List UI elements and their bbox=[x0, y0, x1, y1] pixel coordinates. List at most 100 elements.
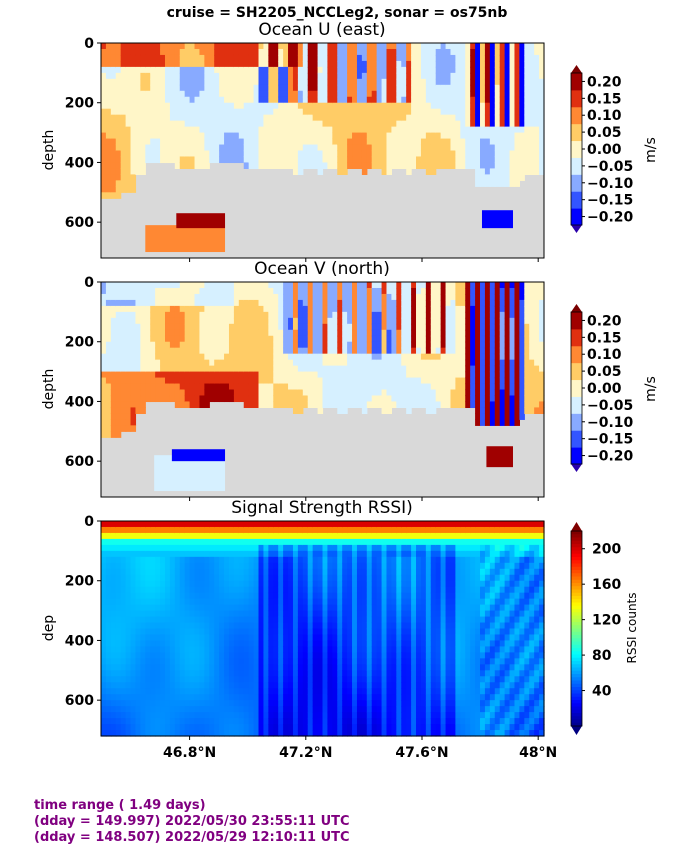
heatmap-cell bbox=[110, 305, 117, 313]
heatmap-cell bbox=[430, 162, 437, 170]
heatmap-cell bbox=[224, 718, 230, 725]
heatmap-cell bbox=[425, 102, 432, 110]
heatmap-cell bbox=[130, 640, 137, 648]
heatmap-cell bbox=[160, 96, 166, 104]
heatmap-cell bbox=[115, 724, 122, 731]
heatmap-cell bbox=[105, 395, 112, 403]
heatmap-cell bbox=[273, 60, 279, 68]
heatmap-cell bbox=[145, 526, 151, 534]
heatmap-cell bbox=[155, 694, 161, 701]
heatmap-cell bbox=[209, 622, 215, 630]
heatmap-cell bbox=[529, 162, 535, 170]
heatmap-cell bbox=[450, 162, 456, 170]
heatmap-cell bbox=[115, 347, 122, 355]
heatmap-cell bbox=[214, 724, 220, 731]
heatmap-cell bbox=[145, 730, 151, 737]
heatmap-cell bbox=[391, 84, 397, 92]
heatmap-cell bbox=[465, 329, 471, 337]
heatmap-cell bbox=[504, 48, 511, 56]
heatmap-cell bbox=[317, 353, 324, 361]
heatmap-cell bbox=[224, 389, 230, 397]
heatmap-cell bbox=[140, 114, 146, 122]
heatmap-cell bbox=[455, 323, 461, 331]
heatmap-cell bbox=[150, 712, 156, 719]
heatmap-cell bbox=[140, 162, 146, 170]
heatmap-cell bbox=[199, 592, 205, 600]
heatmap-cell bbox=[302, 383, 309, 391]
heatmap-cell bbox=[420, 341, 427, 349]
heatmap-cell bbox=[519, 96, 525, 104]
heatmap-cell bbox=[411, 84, 417, 92]
heatmap-cell bbox=[278, 126, 284, 134]
heatmap-cell bbox=[199, 156, 205, 164]
heatmap-cell bbox=[140, 60, 146, 68]
heatmap-cell bbox=[101, 102, 107, 110]
heatmap-cell bbox=[396, 359, 402, 367]
heatmap-cell bbox=[416, 114, 422, 122]
heatmap-cell bbox=[307, 359, 314, 367]
heatmap-cell bbox=[228, 640, 235, 648]
heatmap-cell bbox=[381, 60, 388, 68]
heatmap-cell bbox=[509, 54, 516, 62]
heatmap-cell bbox=[199, 371, 205, 379]
heatmap-cell bbox=[115, 562, 122, 570]
heatmap-cell bbox=[420, 66, 427, 74]
heatmap-cell bbox=[125, 329, 132, 337]
heatmap-cell bbox=[160, 359, 166, 367]
heatmap-cell bbox=[297, 365, 304, 373]
heatmap-cell bbox=[228, 329, 235, 337]
heatmap-cell bbox=[420, 90, 427, 98]
heatmap-cell bbox=[209, 724, 215, 731]
heatmap-cell bbox=[258, 365, 265, 373]
heatmap-cell bbox=[332, 90, 338, 98]
heatmap-cell bbox=[450, 311, 456, 319]
heatmap-cell bbox=[204, 634, 210, 642]
heatmap-cell bbox=[130, 293, 137, 301]
heatmap-cell bbox=[258, 78, 265, 86]
heatmap-cell bbox=[184, 730, 191, 737]
heatmap-cell bbox=[376, 395, 383, 403]
heatmap-cell bbox=[248, 317, 255, 325]
heatmap-cell bbox=[150, 96, 156, 104]
heatmap-cell bbox=[519, 353, 525, 361]
heatmap-cell bbox=[130, 282, 137, 289]
heatmap-cell bbox=[174, 616, 181, 624]
heatmap-cell bbox=[219, 628, 225, 636]
heatmap-cell bbox=[489, 305, 496, 313]
heatmap-cell bbox=[130, 526, 137, 534]
heatmap-cell bbox=[130, 521, 137, 528]
heatmap-cell bbox=[164, 562, 171, 570]
heatmap-cell bbox=[145, 574, 151, 582]
heatmap-cell bbox=[519, 162, 525, 170]
heatmap-cell bbox=[499, 120, 506, 128]
heatmap-cell bbox=[110, 395, 117, 403]
heatmap-cell bbox=[169, 700, 176, 707]
heatmap-cell bbox=[209, 78, 215, 86]
heatmap-cell bbox=[327, 156, 333, 164]
heatmap-cell bbox=[470, 329, 476, 337]
heatmap-cell bbox=[297, 48, 304, 56]
heatmap-cell bbox=[401, 114, 407, 122]
heatmap-cell bbox=[494, 138, 501, 146]
heatmap-cell bbox=[297, 144, 304, 152]
heatmap-cell bbox=[150, 132, 156, 140]
heatmap-cell bbox=[204, 132, 210, 140]
heatmap-cell bbox=[219, 341, 225, 349]
heatmap-cell bbox=[480, 347, 486, 355]
heatmap-cell bbox=[199, 538, 205, 546]
heatmap-cell bbox=[105, 646, 112, 653]
heatmap-cell bbox=[509, 383, 516, 391]
heatmap-cell bbox=[219, 718, 225, 725]
heatmap-cell bbox=[199, 347, 205, 355]
heatmap-cell bbox=[224, 150, 230, 158]
heatmap-cell bbox=[504, 401, 511, 409]
heatmap-cell bbox=[361, 138, 368, 146]
heatmap-cell bbox=[110, 287, 117, 295]
heatmap-cell bbox=[475, 72, 481, 80]
heatmap-cell bbox=[420, 287, 427, 295]
heatmap-cell bbox=[386, 347, 393, 355]
heatmap-cell bbox=[386, 329, 393, 337]
heatmap-cell bbox=[253, 401, 260, 409]
heatmap-cell bbox=[150, 544, 156, 552]
heatmap-cell bbox=[352, 114, 358, 122]
